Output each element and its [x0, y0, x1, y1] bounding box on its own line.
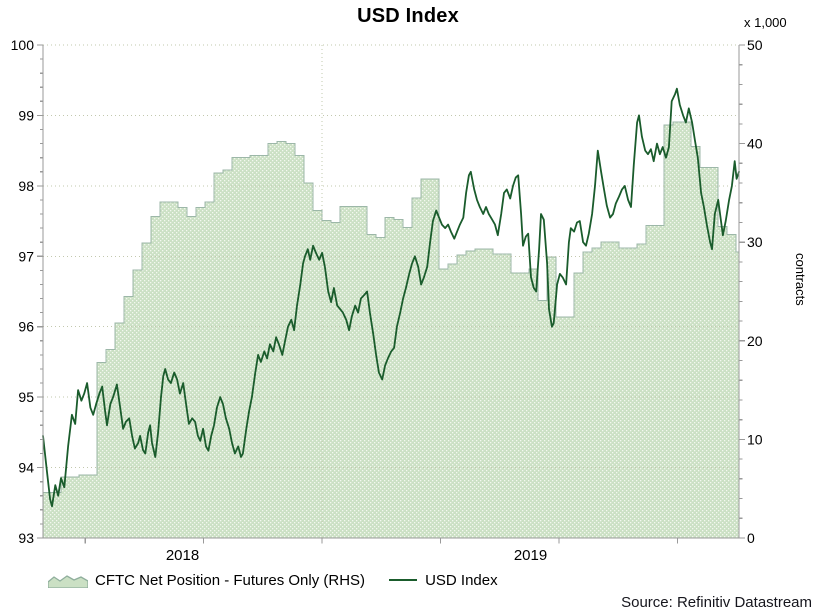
right-axis-title: contracts [793, 253, 808, 306]
right-axis-tick-label: 0 [747, 530, 755, 546]
x-axis-year-label: 2018 [166, 547, 199, 564]
right-axis-tick-label: 10 [747, 431, 763, 447]
chart-title: USD Index [357, 5, 459, 27]
left-axis-tick-label: 95 [18, 389, 34, 405]
area-series [42, 121, 740, 539]
line-series-swatch-icon [389, 579, 418, 581]
left-axis-tick-label: 93 [18, 530, 34, 546]
left-axis-tick-label: 98 [18, 178, 34, 194]
legend-label-usd: USD Index [425, 571, 498, 589]
axes [42, 45, 740, 539]
gridlines [43, 44, 739, 538]
legend-label-cftc: CFTC Net Position - Futures Only (RHS) [95, 571, 366, 589]
axis-ticks [37, 44, 745, 544]
left-axis-tick-label: 99 [18, 107, 34, 123]
right-axis-tick-label: 20 [747, 333, 763, 349]
right-axis-tick-label: 40 [747, 136, 763, 152]
left-axis-tick-label: 96 [18, 319, 34, 335]
area-series-swatch-icon [48, 575, 88, 588]
legend: CFTC Net Position - Futures Only (RHS) U… [48, 569, 498, 591]
left-axis-tick-label: 94 [18, 460, 34, 476]
left-axis-tick-label: 97 [18, 248, 34, 264]
right-axis-tick-label: 50 [747, 37, 763, 53]
right-axis-unit-label: x 1,000 [744, 15, 787, 30]
right-axis-tick-label: 30 [747, 234, 763, 250]
line-series [42, 87, 740, 508]
left-axis-tick-label: 100 [11, 37, 35, 53]
x-axis-year-label: 2019 [514, 547, 547, 564]
source-credit: Source: Refinitiv Datastream [621, 594, 812, 611]
